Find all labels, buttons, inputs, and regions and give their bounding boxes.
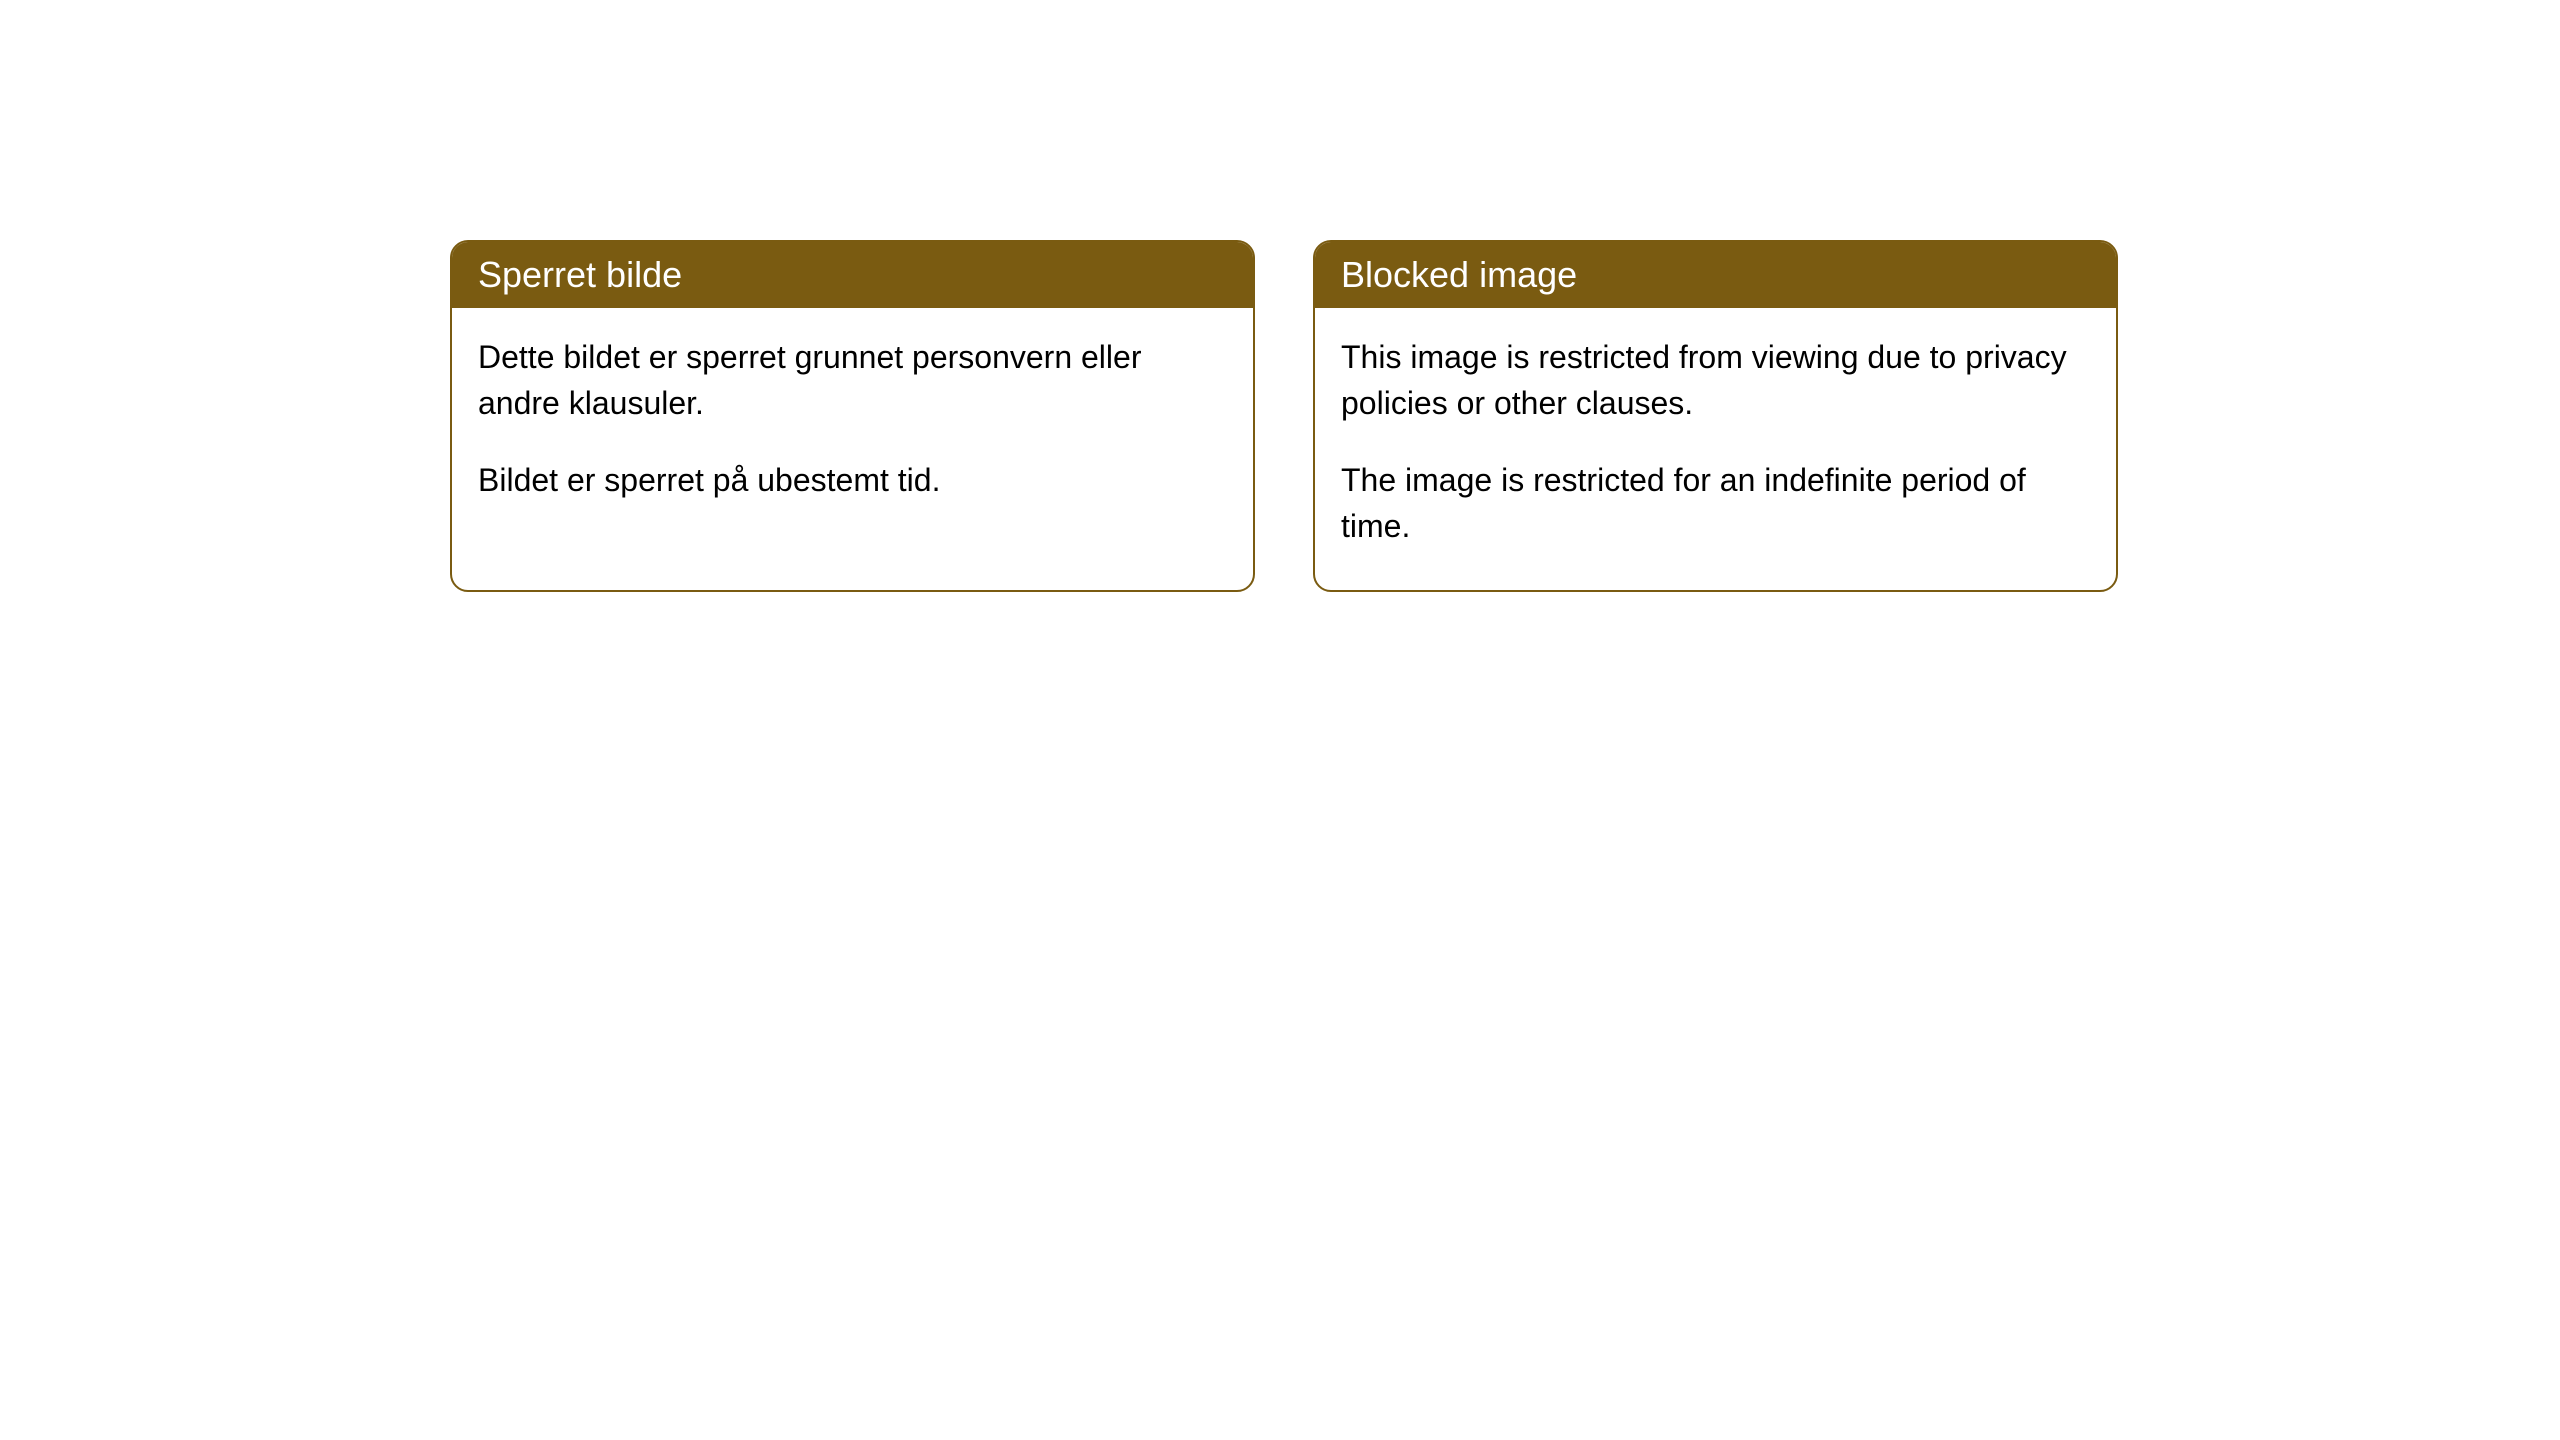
notice-cards-container: Sperret bilde Dette bildet er sperret gr… — [0, 0, 2560, 592]
card-paragraph: The image is restricted for an indefinit… — [1341, 457, 2090, 550]
card-title: Blocked image — [1315, 242, 2116, 308]
card-body: This image is restricted from viewing du… — [1315, 308, 2116, 590]
blocked-image-card-en: Blocked image This image is restricted f… — [1313, 240, 2118, 592]
card-body: Dette bildet er sperret grunnet personve… — [452, 308, 1253, 543]
card-paragraph: Bildet er sperret på ubestemt tid. — [478, 457, 1227, 503]
card-paragraph: This image is restricted from viewing du… — [1341, 334, 2090, 427]
card-title: Sperret bilde — [452, 242, 1253, 308]
blocked-image-card-no: Sperret bilde Dette bildet er sperret gr… — [450, 240, 1255, 592]
card-paragraph: Dette bildet er sperret grunnet personve… — [478, 334, 1227, 427]
